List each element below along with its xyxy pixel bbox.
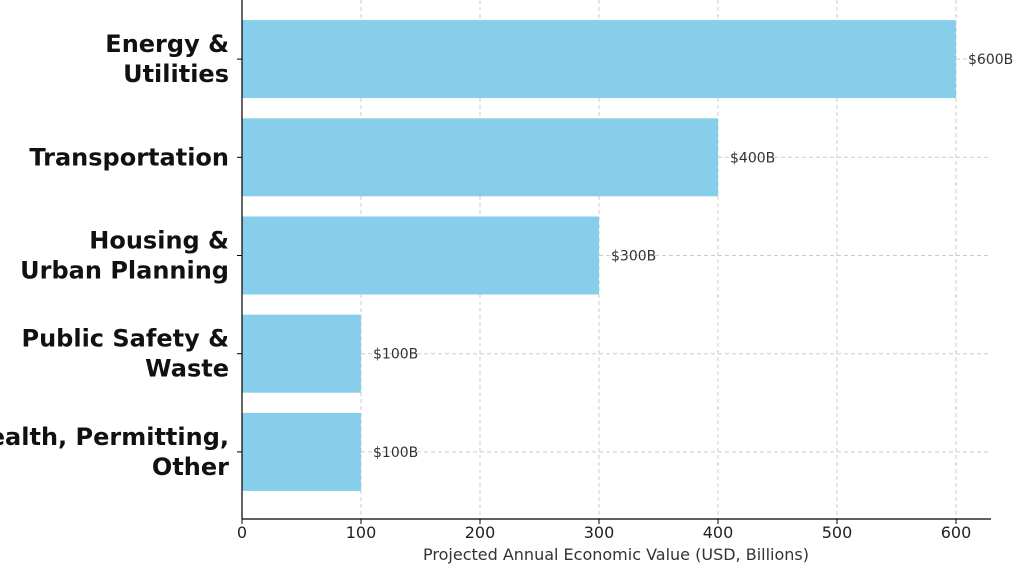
bars [242, 20, 956, 491]
x-tick-label: 200 [465, 523, 496, 542]
bar [242, 412, 361, 491]
bar-value-label: $100B [373, 347, 418, 363]
category-label: Energy & Utilities [105, 30, 229, 88]
category-label: Public Safety & Waste [22, 325, 230, 383]
x-tick-label: 400 [703, 523, 734, 542]
bar-value-label: $300B [611, 249, 656, 265]
x-tick-label: 0 [237, 523, 247, 542]
bar-value-label: $100B [373, 445, 418, 461]
labels: $600B Energy & Utilities $400B Transportatio… [0, 30, 1013, 542]
bar [242, 314, 361, 393]
axes [237, 0, 991, 524]
bar [242, 118, 718, 197]
x-tick-label: 500 [822, 523, 853, 542]
category-label: Housing & Urban Planning [20, 227, 229, 285]
x-axis-title: Projected Annual Economic Value (USD, Bi… [423, 545, 809, 564]
x-tick-label: 300 [584, 523, 615, 542]
bar-value-label: $600B [968, 52, 1013, 68]
x-tick-label: 600 [941, 523, 972, 542]
category-label: Health, Permitting,Other [0, 423, 229, 481]
bar [242, 20, 956, 99]
bar-value-label: $400B [730, 150, 775, 166]
x-tick-label: 100 [346, 523, 377, 542]
category-label: Transportation [29, 143, 229, 171]
bar [242, 216, 599, 295]
